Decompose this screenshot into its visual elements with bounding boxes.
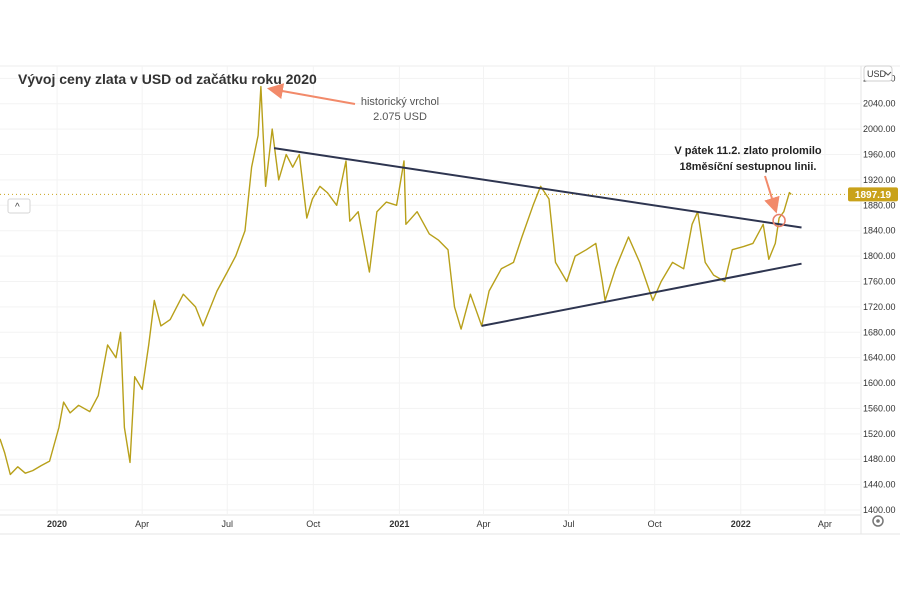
- x-tick-label: 2022: [731, 519, 751, 529]
- y-tick-label: 1680.00: [863, 327, 896, 337]
- x-tick-label: Apr: [135, 519, 149, 529]
- gold-price-line: [0, 85, 792, 476]
- gear-icon[interactable]: [872, 515, 884, 527]
- y-tick-label: 2000.00: [863, 124, 896, 134]
- x-tick-label: Oct: [648, 519, 663, 529]
- ath-annotation-line2: 2.075 USD: [373, 111, 427, 123]
- collapse-button-label[interactable]: ^: [15, 202, 20, 213]
- breakout-annotation-line2: 18měsíční sestupnou linii.: [680, 161, 817, 173]
- y-axis: 1400.00 1440.00 1480.00 1520.00 1560.00 1600.…: [863, 73, 896, 515]
- last-price-badge: [848, 187, 898, 202]
- x-tick-label: Jul: [563, 519, 575, 529]
- breakout-arrow: [764, 175, 780, 214]
- x-tick-label: 2020: [47, 519, 67, 529]
- x-tick-label: Apr: [818, 519, 832, 529]
- currency-selector[interactable]: USD: [863, 65, 893, 82]
- y-tick-label: 1520.00: [863, 429, 896, 439]
- x-tick-label: Oct: [306, 519, 321, 529]
- collapse-button-box[interactable]: [7, 198, 31, 214]
- y-tick-label: 1720.00: [863, 302, 896, 312]
- ath-arrow: [266, 83, 356, 105]
- x-axis: 2020 Apr Jul Oct 2021 Apr Jul Oct 2022 Apr: [47, 519, 832, 529]
- y-tick-label: 1920.00: [863, 175, 896, 185]
- chevron-down-icon[interactable]: [884, 71, 892, 76]
- grid-layer: [0, 66, 861, 515]
- y-tick-label: 1880.00: [863, 200, 896, 210]
- y-tick-label: 1840.00: [863, 226, 896, 236]
- y-tick-label: 1800.00: [863, 251, 896, 261]
- y-tick-label: 1560.00: [863, 403, 896, 413]
- y-tick-label: 1640.00: [863, 353, 896, 363]
- y-tick-label: 1760.00: [863, 276, 896, 286]
- x-tick-label: Jul: [222, 519, 234, 529]
- y-tick-label: 1400.00: [863, 505, 896, 515]
- annotation-layer: historický vrchol 2.075 USD V pátek 11.2. …: [266, 83, 822, 228]
- collapse-button[interactable]: ^: [7, 198, 31, 214]
- x-tick-label: 2021: [389, 519, 409, 529]
- trendline-layer: [273, 147, 802, 327]
- y-tick-label: 1600.00: [863, 378, 896, 388]
- support-trendline: [481, 262, 802, 327]
- breakout-annotation-line1: V pátek 11.2. zlato prolomilo: [674, 145, 822, 157]
- y-tick-label: 2040.00: [863, 99, 896, 109]
- breakout-circle: [772, 213, 786, 228]
- currency-selector-label[interactable]: USD: [867, 69, 887, 79]
- y-tick-label: 1960.00: [863, 150, 896, 160]
- last-price-label: 1897.19: [855, 190, 892, 201]
- resistance-trendline: [273, 147, 802, 229]
- y-tick-label: 1440.00: [863, 480, 896, 490]
- ath-annotation-line1: historický vrchol: [361, 96, 439, 108]
- series-layer: 1897.19: [0, 85, 898, 476]
- x-tick-label: Apr: [477, 519, 491, 529]
- chart-title: Vývoj ceny zlata v USD od začátku roku 2…: [18, 71, 317, 87]
- currency-selector-box[interactable]: [863, 65, 893, 82]
- y-tick-label: 1480.00: [863, 454, 896, 464]
